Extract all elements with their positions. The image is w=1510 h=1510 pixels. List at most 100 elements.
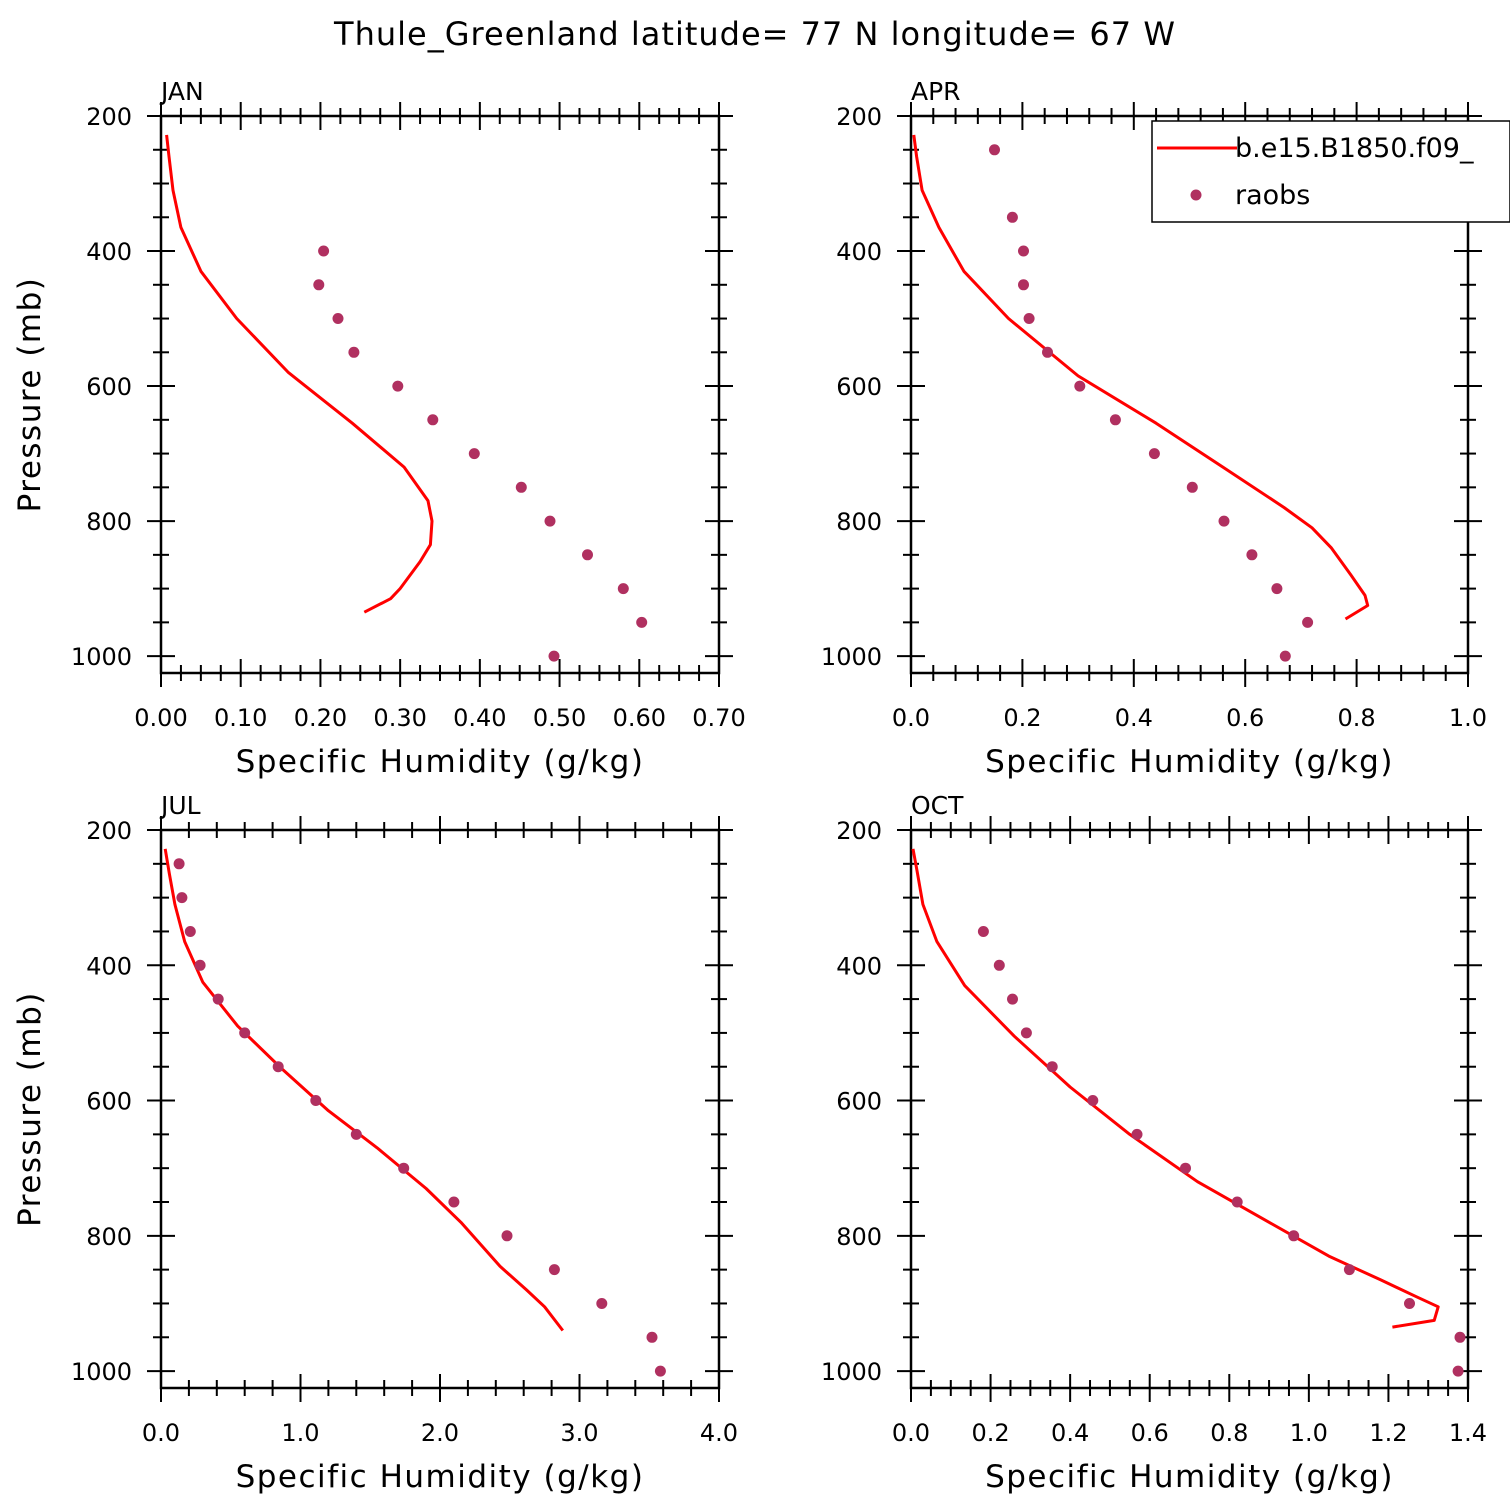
- x-tick-label: 0.0: [892, 704, 930, 732]
- raobs-point: [1074, 380, 1086, 392]
- raobs-point: [392, 380, 404, 392]
- raobs-point: [582, 549, 593, 561]
- x-tick-label: 0.2: [1003, 704, 1041, 732]
- y-tick-label: 200: [836, 103, 882, 131]
- raobs-point: [1231, 1196, 1243, 1208]
- y-tick-label: 1000: [821, 1358, 882, 1386]
- raobs-point: [313, 279, 325, 291]
- raobs-point: [993, 959, 1005, 971]
- raobs-point: [1148, 448, 1160, 460]
- raobs-point: [318, 245, 330, 257]
- x-tick-label: 0.8: [1338, 704, 1376, 732]
- figure-title: Thule_Greenland latitude= 77 N longitude…: [333, 15, 1176, 53]
- raobs-point: [448, 1196, 460, 1208]
- model-series-line: [911, 848, 1440, 1329]
- panel-jul: JUL 200 400 600 800 1000 0.0 1.0 2.0 3.0 4.0 Specif…: [12, 791, 738, 1495]
- raobs-point: [212, 993, 224, 1005]
- panel-title: JUL: [159, 791, 201, 820]
- raobs-point: [173, 858, 185, 870]
- raobs-point: [1288, 1230, 1300, 1242]
- raobs-point: [310, 1095, 322, 1106]
- x-tick-label: 0.8: [1210, 1419, 1248, 1447]
- raobs-point: [1246, 549, 1258, 561]
- model-series-line: [163, 848, 564, 1332]
- y-tick-label: 200: [86, 103, 132, 131]
- y-tick-label: 1000: [821, 643, 882, 671]
- panel-jan: JAN 200 400 600 800 1000 0.00 0.10 0.20 0.30 0.40 0…: [12, 77, 746, 780]
- y-axis-label: Pressure (mb): [12, 991, 48, 1227]
- legend: b.e15.B1850.f09_ raobs: [1151, 120, 1510, 223]
- raobs-point: [544, 515, 556, 527]
- y-tick-label: 1000: [71, 1358, 132, 1386]
- y-tick-label: 800: [836, 1223, 882, 1251]
- raobs-point: [1046, 1061, 1058, 1073]
- x-axis-label: Specific Humidity (g/kg): [985, 1459, 1394, 1495]
- x-tick-label: 1.0: [1449, 704, 1487, 732]
- raobs-point: [1279, 650, 1291, 662]
- panel-title: APR: [911, 77, 961, 106]
- plot-frame: [909, 828, 1470, 1390]
- raobs-point: [332, 313, 344, 324]
- raobs-point: [1020, 1027, 1032, 1039]
- legend-label-obs: raobs: [1235, 180, 1310, 211]
- raobs-point: [646, 1331, 658, 1343]
- panel-title: OCT: [911, 791, 964, 820]
- y-tick-label: 600: [86, 373, 132, 401]
- raobs-point: [654, 1365, 666, 1377]
- model-series-line: [165, 134, 434, 614]
- y-tick-label: 200: [836, 817, 882, 845]
- raobs-point: [1343, 1264, 1355, 1276]
- raobs-point: [184, 926, 196, 937]
- panel-title: JAN: [159, 77, 204, 106]
- x-tick-label: 0.6: [1131, 1419, 1169, 1447]
- raobs-point: [176, 892, 188, 904]
- y-tick-label: 600: [836, 373, 882, 401]
- x-tick-label: 0.50: [533, 704, 586, 732]
- y-tick-label: 1000: [71, 643, 132, 671]
- raobs-point: [1018, 279, 1029, 291]
- x-tick-label: 0.40: [453, 704, 506, 732]
- raobs-point: [548, 650, 560, 662]
- raobs-point: [1186, 481, 1198, 493]
- y-axis-label: Pressure (mb): [12, 277, 48, 513]
- raobs-point: [617, 583, 629, 595]
- raobs-point: [989, 144, 1000, 156]
- raobs-point: [1023, 313, 1035, 324]
- x-tick-label: 2.0: [421, 1419, 459, 1447]
- x-tick-label: 4.0: [700, 1419, 738, 1447]
- x-tick-label: 0.2: [971, 1419, 1009, 1447]
- raobs-point: [1180, 1162, 1191, 1174]
- raobs-point: [501, 1230, 513, 1242]
- y-tick-label: 600: [86, 1088, 132, 1116]
- raobs-point: [194, 959, 206, 971]
- x-tick-label: 1.2: [1369, 1419, 1407, 1447]
- legend-box: [1151, 120, 1510, 223]
- legend-label-model: b.e15.B1850.f09_: [1235, 133, 1474, 164]
- raobs-point: [515, 481, 527, 493]
- panel-oct: OCT 200 400 600 800 1000 0.0 0.2 0.4 0.6 0.8 1.0 1.2…: [821, 791, 1487, 1495]
- raobs-point: [272, 1061, 284, 1073]
- x-tick-label: 0.0: [892, 1419, 930, 1447]
- x-tick-label: 1.0: [1290, 1419, 1328, 1447]
- legend-marker-swatch: [1190, 189, 1202, 201]
- raobs-point: [468, 448, 480, 460]
- x-tick-label: 0.0: [142, 1419, 180, 1447]
- x-tick-label: 0.20: [294, 704, 347, 732]
- model-series-line: [912, 134, 1370, 621]
- panels: JAN 200 400 600 800 1000 0.00 0.10 0.20 0.30 0.40 0…: [12, 77, 1487, 1495]
- plot-frame: [909, 114, 1470, 675]
- raobs-point: [636, 616, 648, 628]
- x-tick-label: 0.4: [1051, 1419, 1089, 1447]
- x-tick-label: 3.0: [560, 1419, 598, 1447]
- raobs-point: [1131, 1128, 1143, 1140]
- raobs-point: [1007, 993, 1018, 1005]
- raobs-point: [1042, 346, 1053, 358]
- plot-frame: [159, 828, 721, 1390]
- raobs-point: [1452, 1365, 1464, 1377]
- raobs-point: [1109, 414, 1121, 426]
- y-tick-label: 400: [836, 952, 882, 980]
- raobs-point: [350, 1128, 362, 1140]
- x-tick-label: 0.00: [134, 704, 187, 732]
- y-tick-label: 400: [86, 952, 132, 980]
